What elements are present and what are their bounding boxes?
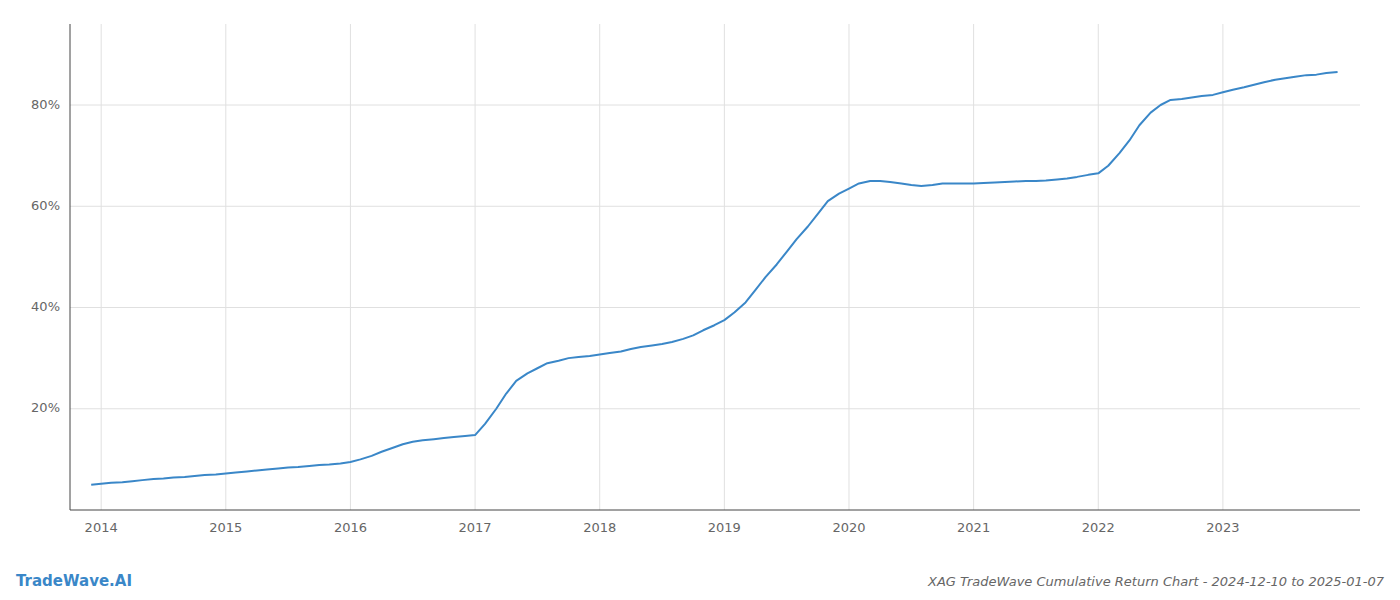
y-axis-line — [70, 24, 71, 510]
x-grid-line — [848, 24, 849, 510]
plot-area — [91, 72, 1337, 485]
y-grid-line — [70, 408, 1360, 409]
x-tick-label: 2020 — [832, 520, 865, 535]
grid — [70, 24, 1360, 510]
y-grid-line — [70, 206, 1360, 207]
x-tick-label: 2017 — [459, 520, 492, 535]
x-grid-line — [973, 24, 974, 510]
x-grid-line — [1222, 24, 1223, 510]
y-grid-line — [70, 105, 1360, 106]
chart-title: XAG TradeWave Cumulative Return Chart - … — [927, 574, 1385, 589]
x-axis-line — [70, 510, 1360, 511]
x-tick-label: 2015 — [209, 520, 242, 535]
y-tick-label: 80% — [31, 97, 60, 112]
x-tick-label: 2016 — [334, 520, 367, 535]
x-tick-label: 2022 — [1082, 520, 1115, 535]
chart-container: 20% 40% 60% 80% 2014 2015 2016 2017 2018 2019 2020… — [0, 0, 1400, 600]
x-grid-line — [101, 24, 102, 510]
x-tick-label: 2018 — [583, 520, 616, 535]
x-grid-line — [599, 24, 600, 510]
y-tick-label: 60% — [31, 198, 60, 213]
x-tick-label: 2019 — [708, 520, 741, 535]
x-tick-label: 2014 — [85, 520, 118, 535]
x-grid-line — [724, 24, 725, 510]
x-grid-line — [1098, 24, 1099, 510]
y-tick-label: 40% — [31, 299, 60, 314]
texts: XAG TradeWave Cumulative Return Chart - … — [16, 572, 1385, 590]
chart-svg: 20% 40% 60% 80% 2014 2015 2016 2017 2018 2019 2020… — [0, 0, 1400, 600]
axes: 20% 40% 60% 80% 2014 2015 2016 2017 2018 2019 2020… — [31, 24, 1360, 535]
x-tick-label: 2021 — [957, 520, 990, 535]
y-tick-label: 20% — [31, 400, 60, 415]
y-grid-line — [70, 307, 1360, 308]
watermark: TradeWave.AI — [16, 572, 132, 590]
x-grid-line — [225, 24, 226, 510]
x-tick-label: 2023 — [1206, 520, 1239, 535]
data-line — [91, 72, 1337, 485]
x-grid-line — [350, 24, 351, 510]
x-grid-line — [475, 24, 476, 510]
